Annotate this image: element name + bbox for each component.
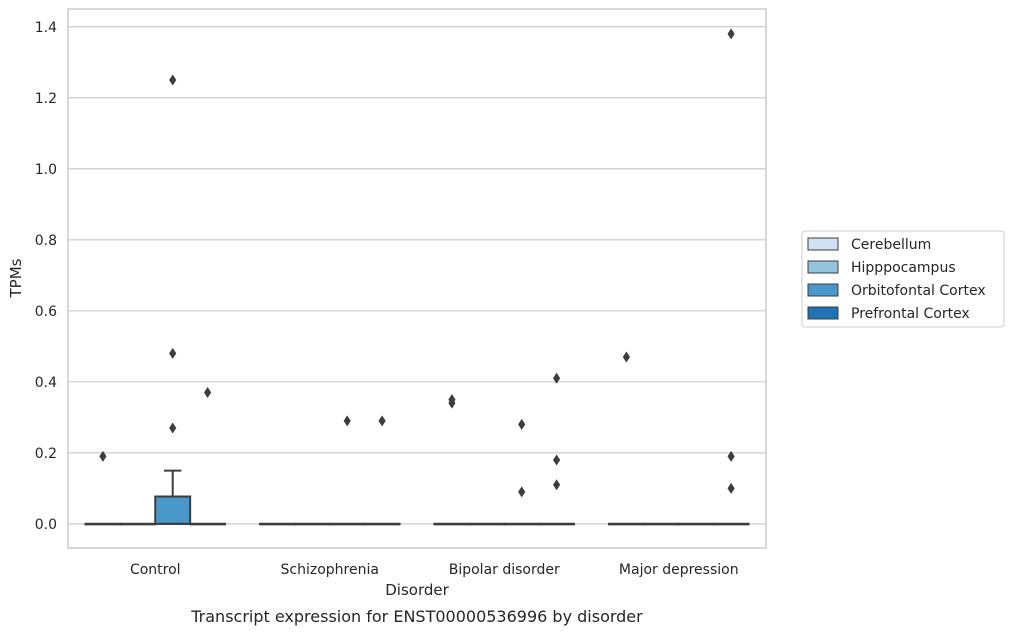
- legend: Cerebellum Hipppocampus Orbitofontal Corte…: [801, 230, 1005, 328]
- outlier-point: [622, 351, 630, 363]
- legend-label: Orbitofontal Cortex: [851, 283, 986, 299]
- outlier-point: [727, 482, 735, 494]
- grid-lines: [68, 26, 766, 525]
- outlier-point: [99, 450, 107, 462]
- outlier-point: [553, 479, 561, 491]
- outlier-point: [553, 372, 561, 384]
- outlier-point: [378, 415, 386, 427]
- x-tick-label: Schizophrenia: [281, 562, 379, 578]
- x-tick-labels: Control Schizophrenia Bipolar disorder Majo…: [130, 562, 739, 578]
- legend-label: Cerebellum: [851, 237, 931, 253]
- outliers: [99, 28, 735, 498]
- y-tick-labels: 0.0 0.2 0.4 0.6 0.8 1.0 1.2 1.4: [35, 20, 57, 533]
- outlier-point: [727, 28, 735, 40]
- legend-label: Hipppocampus: [851, 260, 956, 276]
- outlier-point: [518, 486, 526, 498]
- outlier-point: [169, 347, 177, 359]
- plot-frame: [67, 8, 767, 549]
- legend-swatch: [807, 237, 839, 251]
- x-tick-label: Bipolar disorder: [449, 562, 560, 578]
- chart-caption: Transcript expression for ENST0000053699…: [190, 607, 643, 626]
- y-tick-label: 0.8: [35, 233, 57, 249]
- y-tick-label: 1.0: [35, 162, 57, 178]
- outlier-point: [343, 415, 351, 427]
- y-tick-label: 0.0: [35, 517, 57, 533]
- legend-swatch: [807, 306, 839, 320]
- outlier-point: [448, 394, 456, 406]
- x-tick-label: Major depression: [619, 562, 739, 578]
- box: [154, 495, 192, 525]
- outlier-point: [204, 386, 212, 398]
- y-axis-label: TPMs: [7, 258, 25, 298]
- legend-label: Prefrontal Cortex: [851, 306, 970, 322]
- outlier-point: [169, 74, 177, 86]
- x-axis-label: Disorder: [385, 581, 449, 599]
- outlier-point: [553, 454, 561, 466]
- box-plots: [84, 469, 750, 526]
- x-tick-label: Control: [130, 562, 181, 578]
- y-tick-label: 1.2: [35, 91, 57, 107]
- outlier-point: [518, 418, 526, 430]
- y-tick-label: 0.6: [35, 304, 57, 320]
- legend-swatch: [807, 260, 839, 274]
- legend-swatch: [807, 283, 839, 297]
- y-tick-label: 0.4: [35, 375, 57, 391]
- outlier-point: [727, 450, 735, 462]
- y-tick-label: 1.4: [35, 20, 57, 36]
- outlier-point: [169, 422, 177, 434]
- legend-frame: [801, 230, 1005, 328]
- y-tick-label: 0.2: [35, 446, 57, 462]
